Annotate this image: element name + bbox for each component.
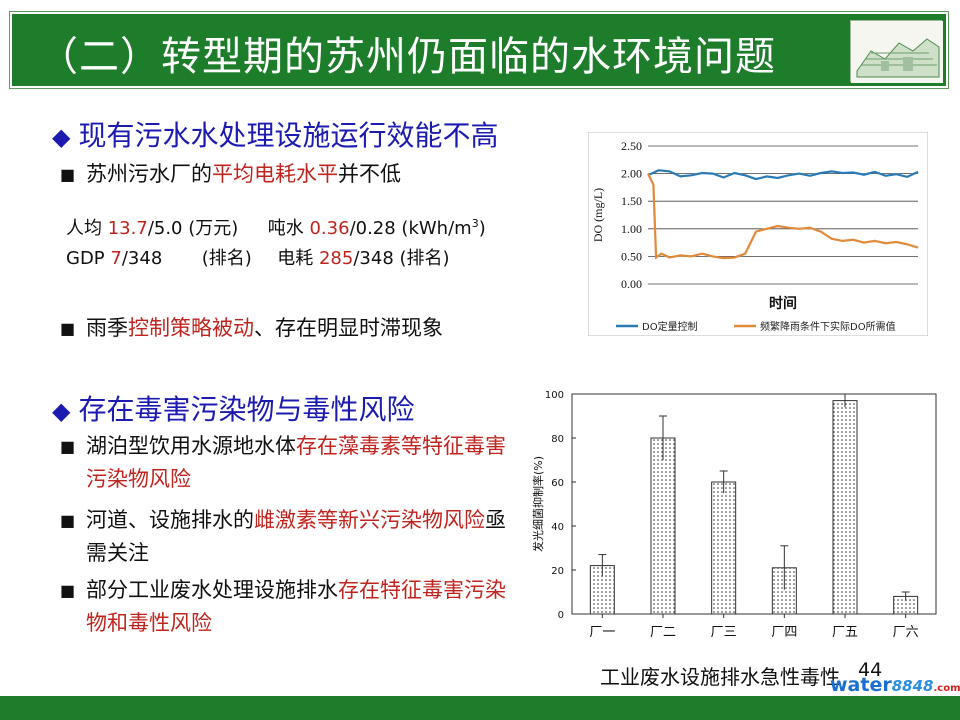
stat-value: 285 <box>318 248 354 269</box>
stat-ref: /0.28 (kWh/m <box>349 218 472 239</box>
bar <box>650 437 676 615</box>
y-tick-label: 80 <box>551 434 564 445</box>
y-tick-label: 60 <box>551 478 564 489</box>
slide-title: （二）转型期的苏州仍面临的水环境问题 <box>38 34 776 80</box>
legend-label: DO定量控制 <box>642 320 698 333</box>
y-tick-label: 100 <box>545 390 564 401</box>
y-tick-label: 20 <box>551 566 564 577</box>
bullet-highlight: 控制策略被动 <box>128 316 254 340</box>
y-axis-label: DO (mg/L) <box>591 188 605 242</box>
bullet-text: 、存在明显时滞现象 <box>254 316 443 340</box>
section2-bullet-3: ■ 部分工业废水处理设施排水存在特征毒害污染物和毒性风险 <box>60 574 516 640</box>
bullet-text: 河道、设施排水的 <box>86 508 254 532</box>
watermark-logo: water8848.com <box>830 674 960 696</box>
bullet-text: 雨季 <box>86 316 128 340</box>
square-bullet-icon: ■ <box>60 511 76 530</box>
watermark-domain: .com <box>933 683 960 694</box>
series-line-1 <box>647 169 919 181</box>
section1-heading-text: 现有污水水处理设施运行效能不高 <box>78 119 499 152</box>
x-axis-label: 时间 <box>769 295 797 312</box>
x-tick-label: 厂二 <box>650 625 676 640</box>
y-axis-label: 发光细菌抑制率(%) <box>531 456 545 552</box>
stat-value: 13.7 <box>107 218 148 239</box>
diamond-bullet-icon: ◆ <box>52 123 71 151</box>
section2-bullet-2: ■ 河道、设施排水的雌激素等新兴污染物风险亟需关注 <box>60 504 516 570</box>
x-tick-label: 厂一 <box>589 625 615 640</box>
section1-heading: ◆ 现有污水水处理设施运行效能不高 <box>52 114 498 154</box>
y-tick-label: 0.50 <box>621 249 642 263</box>
legend-label: 频繁降雨条件下实际DO所需值 <box>760 320 896 333</box>
section2-heading: ◆ 存在毒害污染物与毒性风险 <box>52 388 414 428</box>
bullet-highlight: 存在藻毒素等特征毒害污染物风险 <box>86 434 506 491</box>
stat-label: GDP <box>66 248 111 269</box>
y-tick-label: 1.50 <box>621 194 642 208</box>
square-bullet-icon: ■ <box>60 581 76 600</box>
watermark-text: water <box>830 674 892 696</box>
y-tick-label: 0 <box>558 610 564 621</box>
stat-label: 电耗 <box>277 248 319 269</box>
square-bullet-icon: ■ <box>60 319 76 338</box>
diamond-bullet-icon: ◆ <box>52 397 71 425</box>
bullet-text: 并不低 <box>338 162 401 186</box>
stat-ref: /5.0 (万元) <box>147 218 239 239</box>
stat-label: 人均 <box>66 218 108 239</box>
bullet-text: 湖泊型饮用水源地水体 <box>86 434 296 458</box>
stat-superscript: 3 <box>471 217 479 230</box>
stat-value: 0.36 <box>309 218 350 239</box>
section1-bullet-2: ■ 雨季控制策略被动、存在明显时滞现象 <box>60 312 443 345</box>
chart-frame <box>588 132 928 336</box>
y-tick-label: 0.00 <box>621 277 642 291</box>
watermark-number: 8848 <box>891 677 934 695</box>
x-tick-label: 厂六 <box>893 625 919 640</box>
section2-bullet-1: ■ 湖泊型饮用水源地水体存在藻毒素等特征毒害污染物风险 <box>60 430 516 496</box>
x-tick-label: 厂三 <box>711 625 737 640</box>
stat-ref: /348 <box>121 248 163 269</box>
y-tick-label: 40 <box>551 522 564 533</box>
bar <box>711 481 737 615</box>
title-bar: （二）转型期的苏州仍面临的水环境问题 <box>9 11 949 89</box>
toxicity-bar-chart: 0 20 40 60 80 100 发光细菌抑制率(%) 厂一 厂二 厂三 厂四 厂五 厂六 <box>531 390 937 640</box>
square-bullet-icon: ■ <box>60 165 76 184</box>
stat-ref: ) <box>478 218 486 239</box>
bar <box>832 400 858 615</box>
page-number: 44 <box>858 659 883 681</box>
bullet-text: 亟需关注 <box>86 508 506 565</box>
stat-ref: (排名) <box>201 248 252 269</box>
do-line-chart: 0.00 0.50 1.00 1.50 2.00 2.50 DO (mg/L) 时间 DO定量控… <box>588 132 928 336</box>
bullet-highlight: 存在特征毒害污染物和毒性风险 <box>86 578 506 635</box>
bullet-highlight: 平均电耗水平 <box>212 162 338 186</box>
bullet-highlight: 雌激素等新兴污染物风险 <box>254 508 485 532</box>
x-tick-label: 厂五 <box>832 625 858 640</box>
square-bullet-icon: ■ <box>60 437 76 456</box>
stat-label: 吨水 <box>267 218 310 239</box>
section1-bullet-1: ■ 苏州污水厂的平均电耗水平并不低 <box>60 158 401 191</box>
bottom-bar <box>0 696 960 720</box>
toxicity-caption: 工业废水设施排水急性毒性 <box>600 665 840 689</box>
y-tick-label: 2.50 <box>621 139 642 153</box>
bullet-text: 部分工业废水处理设施排水 <box>86 578 338 602</box>
stats-row-2: GDP 7/348 (排名) 电耗 285/348 (排名) <box>66 244 450 270</box>
stat-value: 7 <box>110 248 122 269</box>
y-tick-label: 2.00 <box>621 167 642 181</box>
institution-logo <box>850 20 943 83</box>
stat-ref: /348 (排名) <box>353 248 450 269</box>
x-tick-label: 厂四 <box>771 625 797 640</box>
plot-frame <box>571 393 937 615</box>
series-line-2 <box>647 173 919 260</box>
y-tick-label: 1.00 <box>621 222 642 236</box>
section2-heading-text: 存在毒害污染物与毒性风险 <box>78 393 415 426</box>
stats-row-1: 人均 13.7/5.0 (万元) 吨水 0.36/0.28 (kWh/m3) <box>66 214 486 240</box>
bullet-text: 苏州污水厂的 <box>86 162 212 186</box>
